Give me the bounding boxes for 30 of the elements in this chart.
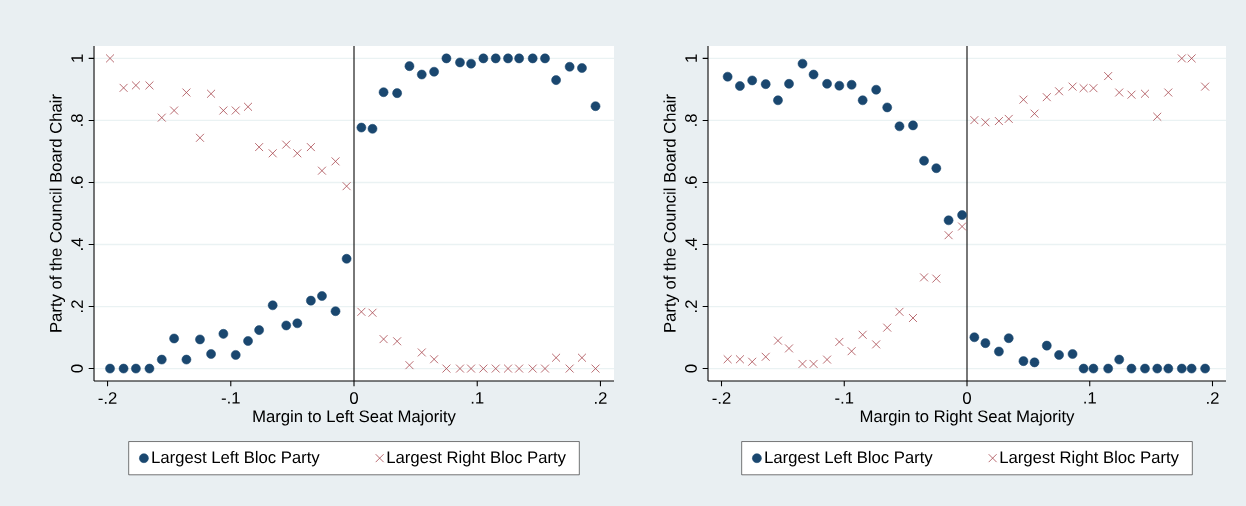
legend-label: Largest Left Bloc Party	[765, 450, 933, 467]
x-tick-label: .1	[471, 392, 484, 404]
y-tick-label: 1	[685, 54, 697, 62]
y-axis-title: Party of the Council Board Chair	[49, 94, 66, 332]
y-tick-label: 0	[685, 364, 697, 373]
x-tick-label: -.1	[835, 392, 854, 404]
x-tick-label: .2	[1207, 392, 1219, 404]
x-tick-label: 0	[963, 392, 971, 404]
x-axis-title: Margin to Right Seat Majority	[860, 409, 1075, 426]
y-tick-label: .2	[685, 300, 697, 312]
legend-label: Largest Left Bloc Party	[152, 450, 320, 467]
x-tick-label: 0	[350, 392, 358, 404]
legend-label: Largest Right Bloc Party	[1000, 450, 1179, 467]
y-tick-label: 0	[71, 364, 83, 373]
y-tick-label: .4	[71, 238, 83, 250]
legend-label: Largest Right Bloc Party	[387, 450, 566, 467]
y-tick-label: .4	[685, 238, 697, 250]
x-tick-label: -.1	[221, 392, 240, 404]
x-tick-label: -.2	[98, 392, 117, 404]
y-tick-label: .6	[685, 176, 697, 188]
x-tick-label: .2	[595, 392, 607, 404]
y-tick-label: .8	[685, 114, 697, 126]
y-tick-label: .6	[71, 176, 83, 188]
y-tick-label: .2	[71, 300, 83, 312]
y-tick-label: 1	[71, 54, 83, 62]
y-tick-label: .8	[71, 114, 83, 126]
x-axis-title: Margin to Left Seat Majority	[253, 409, 456, 426]
x-tick-label: .1	[1084, 392, 1096, 404]
y-axis-title: Party of the Council Board Chair	[663, 94, 679, 332]
x-tick-label: -.2	[712, 392, 731, 404]
